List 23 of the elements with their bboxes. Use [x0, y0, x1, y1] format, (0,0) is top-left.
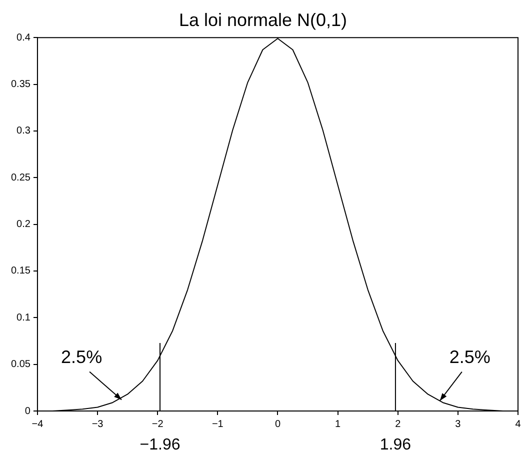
- x-tick-label: 2: [395, 418, 402, 430]
- x-tick-label: −3: [92, 418, 104, 430]
- x-tick-label: −1: [212, 418, 224, 430]
- y-tick-label: 0.15: [10, 266, 31, 277]
- x-tick-label: 0: [274, 418, 281, 430]
- y-tick-label: 0.25: [10, 172, 31, 184]
- y-tick-label: 0.3: [16, 126, 31, 137]
- y-tick-label: 0.05: [10, 359, 31, 370]
- annotation: 2.5%: [449, 346, 490, 367]
- y-tick-label: 0.1: [16, 312, 31, 324]
- x-tick-label: −2: [152, 418, 164, 430]
- x-tick-label: 1: [335, 418, 342, 430]
- y-tick-label: 0: [24, 406, 31, 417]
- x-tick-label: −4: [32, 418, 44, 430]
- annotation: 2.5%: [61, 346, 102, 367]
- y-tick-label: 0.2: [16, 219, 31, 230]
- ref-line-label: 1.96: [380, 436, 412, 454]
- x-tick-label: 4: [515, 418, 522, 430]
- chart-title: La loi normale N(0,1): [178, 10, 348, 30]
- y-tick-label: 0.35: [10, 79, 31, 90]
- y-tick-label: 0.4: [16, 32, 31, 44]
- ref-line-label: −1.96: [140, 436, 180, 454]
- x-tick-label: 3: [455, 418, 462, 430]
